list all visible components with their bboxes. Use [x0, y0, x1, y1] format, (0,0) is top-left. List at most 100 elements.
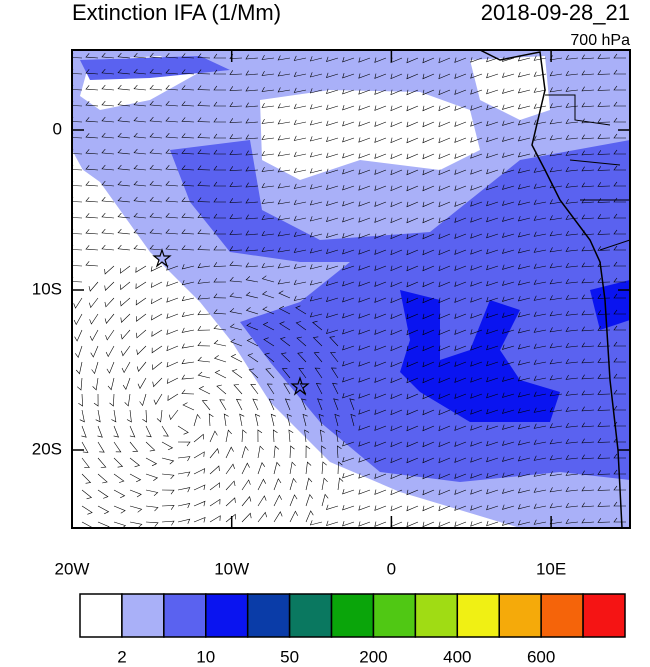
- wind-barb: [406, 377, 419, 384]
- wind-barb: [197, 181, 211, 187]
- wind-barb: [225, 480, 236, 491]
- wind-barb: [213, 181, 226, 187]
- wind-barb: [533, 327, 547, 333]
- wind-barb: [213, 85, 226, 91]
- wind-barb: [85, 101, 99, 107]
- wind-barb: [470, 153, 483, 159]
- wind-barb: [517, 440, 531, 446]
- wind-barb: [326, 280, 339, 286]
- wind-barb: [358, 153, 371, 159]
- wind-barb: [149, 196, 163, 203]
- wind-barb: [241, 479, 251, 491]
- wind-barb: [277, 231, 291, 237]
- wind-barb: [549, 135, 563, 141]
- wind-barb: [486, 520, 499, 527]
- wind-barb: [85, 85, 99, 91]
- wind-barb: [565, 470, 579, 476]
- wind-barb: [165, 165, 179, 171]
- wind-barb: [326, 72, 339, 78]
- wind-barb: [358, 393, 371, 399]
- wind-barb: [358, 89, 371, 95]
- wind-barb: [342, 153, 355, 159]
- wind-barb: [213, 213, 226, 219]
- wind-barb: [129, 441, 139, 452]
- colorbar-label: 200: [359, 647, 387, 666]
- wind-barb: [247, 353, 259, 363]
- wind-barb: [129, 505, 143, 513]
- wind-barb: [613, 469, 627, 475]
- white-patch: [72, 150, 330, 528]
- wind-barb: [597, 518, 611, 523]
- colorbar: 2 10 50 200 400 600: [79, 593, 626, 666]
- wind-barb: [161, 457, 175, 465]
- wind-barb: [502, 424, 515, 430]
- wind-barb: [581, 166, 595, 172]
- wind-barb: [502, 120, 515, 126]
- wind-barb: [358, 313, 371, 319]
- wind-barb: [533, 199, 547, 205]
- wind-barb: [502, 360, 515, 366]
- wind-barb: [502, 440, 515, 446]
- wind-barb: [533, 519, 547, 525]
- wind-barb: [81, 457, 90, 468]
- wind-barb: [225, 429, 232, 443]
- wind-barb: [101, 52, 115, 59]
- wind-barb: [261, 214, 275, 220]
- wind-barb: [613, 213, 627, 219]
- wind-barb: [209, 465, 220, 475]
- wind-barb: [309, 104, 323, 110]
- wind-barb: [326, 184, 339, 190]
- wind-barb: [261, 275, 275, 283]
- wind-barb: [517, 488, 531, 494]
- wind-barb: [549, 439, 563, 445]
- wind-barb: [177, 518, 191, 524]
- wind-barb: [145, 505, 159, 512]
- wind-barb: [309, 120, 323, 126]
- wind-barb: [565, 102, 579, 108]
- lat-label: 20S: [32, 439, 62, 458]
- wind-barb: [254, 413, 261, 427]
- wind-barb: [565, 502, 579, 508]
- wind-barb: [101, 68, 115, 75]
- wind-barb: [454, 105, 467, 111]
- wind-barb: [486, 168, 499, 175]
- wind-barb: [181, 69, 195, 75]
- colorbar-swatch: [288, 593, 333, 638]
- wind-barb: [470, 201, 483, 207]
- wind-barb: [454, 297, 467, 303]
- wind-barb: [293, 87, 307, 93]
- wind-barb: [342, 137, 355, 143]
- wind-barb: [261, 134, 275, 140]
- wind-barb: [168, 409, 179, 421]
- wind-barb: [136, 329, 147, 339]
- wind-barb: [374, 393, 387, 399]
- wind-barb: [597, 150, 611, 155]
- wind-barb: [470, 345, 483, 351]
- wind-barb: [277, 183, 291, 189]
- wind-barb: [326, 232, 339, 238]
- wind-barb: [129, 457, 141, 468]
- wind-barb: [390, 201, 403, 208]
- wind-barb: [89, 297, 99, 309]
- wind-barb: [133, 212, 147, 219]
- wind-barb: [597, 470, 611, 475]
- wind-barb: [181, 359, 195, 365]
- wind-barb: [486, 120, 499, 127]
- wind-barb: [486, 264, 499, 271]
- wind-barb: [261, 230, 275, 236]
- colorbar-label: 10: [196, 647, 215, 666]
- wind-barb: [277, 135, 291, 141]
- wind-barb: [470, 73, 483, 79]
- wind-barb: [135, 297, 147, 306]
- wind-barb: [145, 441, 156, 452]
- wind-barb: [613, 501, 627, 507]
- wind-barb: [438, 137, 451, 144]
- wind-barb: [517, 232, 531, 238]
- wind-barb: [342, 169, 355, 175]
- wind-barb: [517, 56, 531, 62]
- wind-barb: [245, 291, 259, 299]
- wind-barb: [213, 293, 227, 299]
- wind-barb: [406, 361, 419, 368]
- wind-barb: [277, 151, 291, 157]
- wind-barb: [317, 398, 323, 411]
